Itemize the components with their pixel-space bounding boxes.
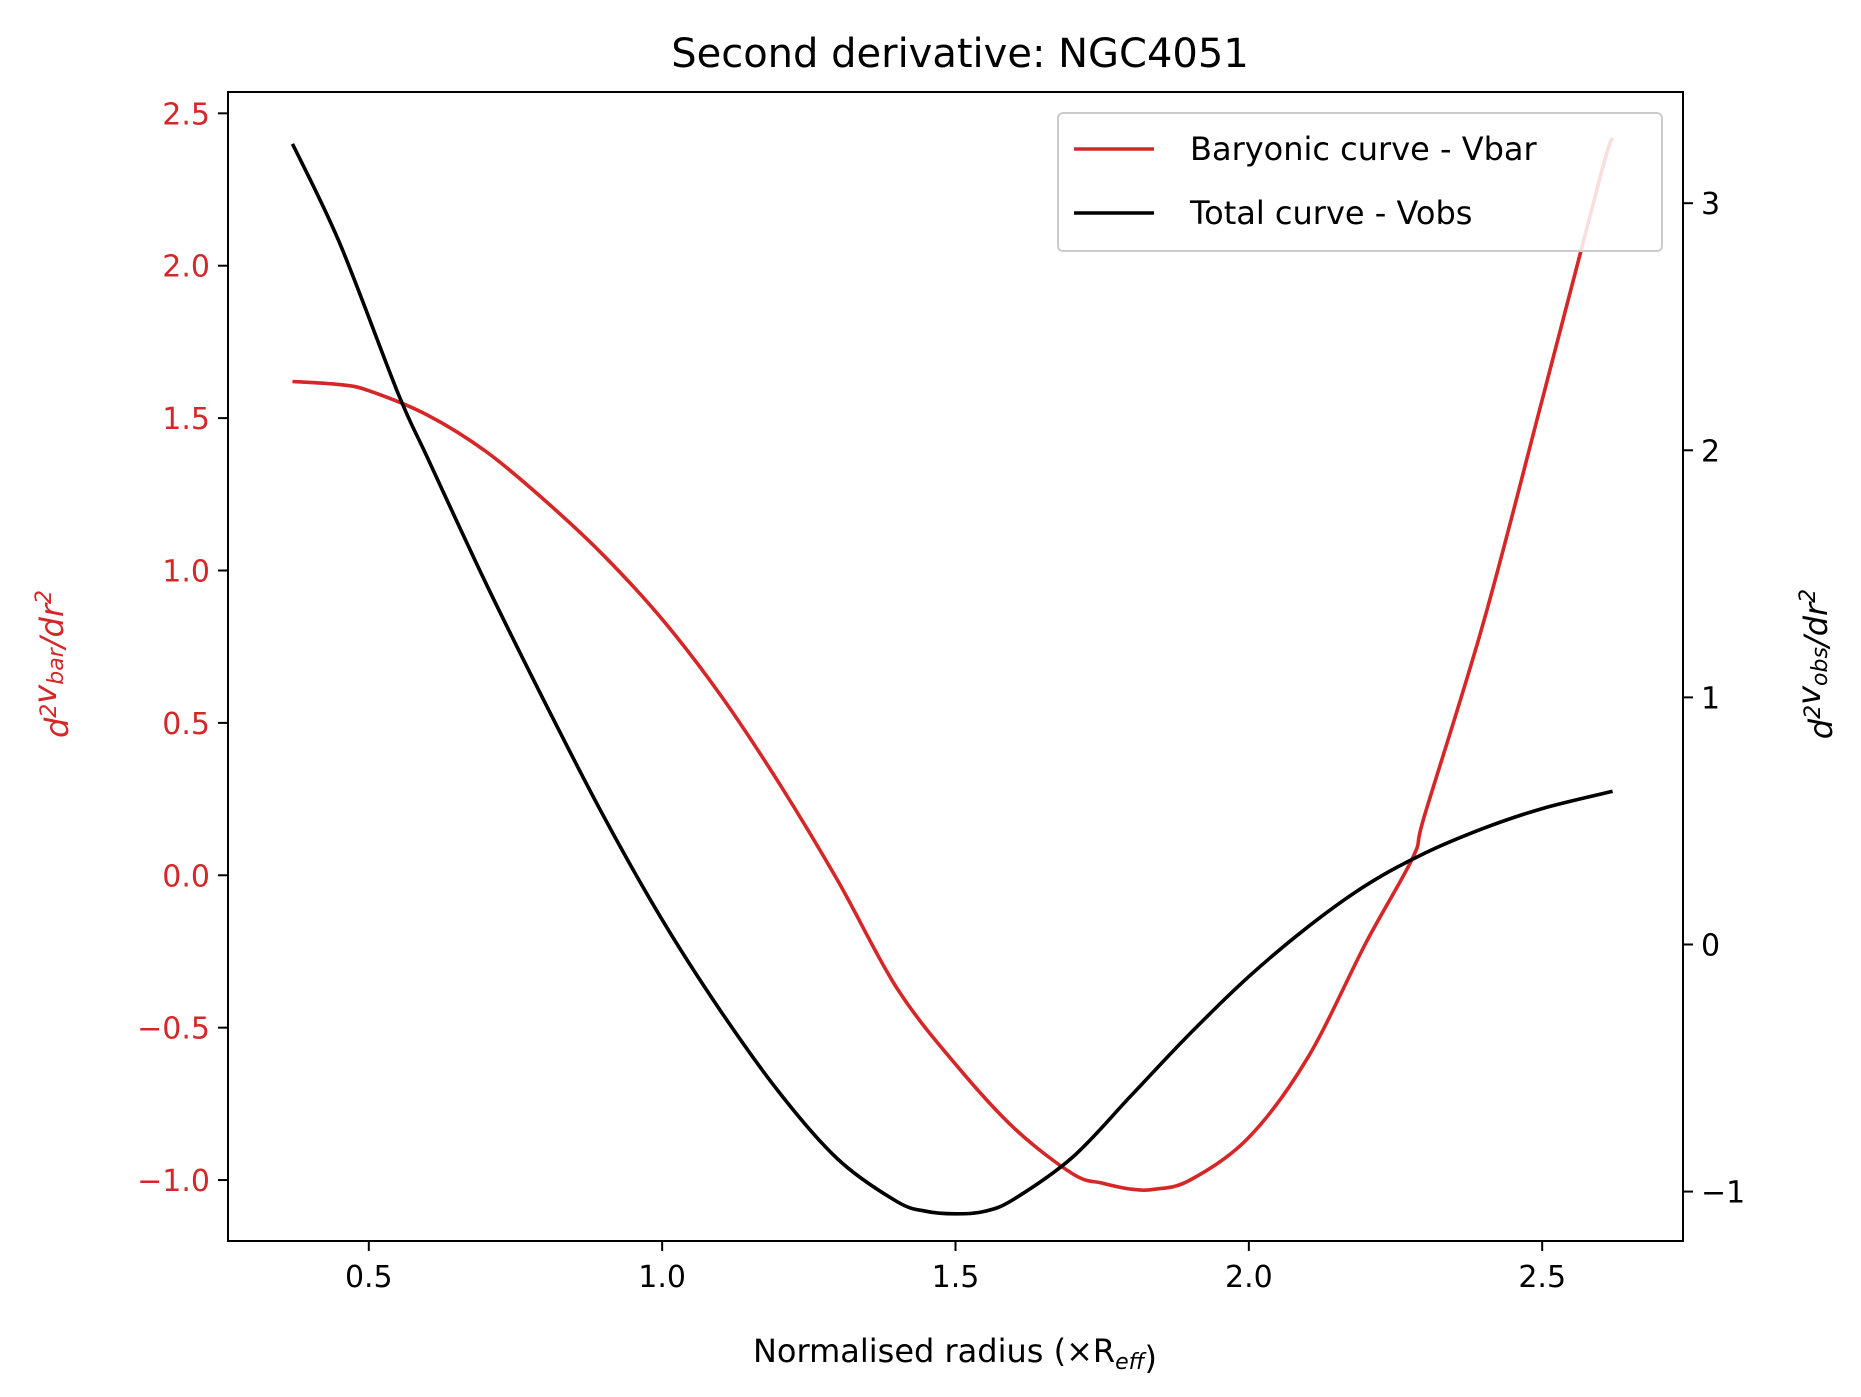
x-tick-label: 0.5: [345, 1260, 393, 1295]
y-right-tick-label: 1: [1701, 681, 1720, 716]
y-right-tick-label: 0: [1701, 928, 1720, 963]
y-axis-right-title: d2vobs/dr2: [1790, 589, 1840, 739]
y-axis-right: −1 0 1 2 3: [1683, 187, 1745, 1211]
series-line-vbar: [292, 137, 1615, 1192]
legend-box: [1057, 112, 1663, 252]
series-line-vobs: [290, 143, 1614, 1216]
x-axis-title: Normalised radius (×Reff): [753, 1332, 1157, 1377]
y-right-tick-label: 3: [1701, 187, 1720, 222]
y-left-tick-label: −0.5: [137, 1012, 210, 1047]
y-left-tick-label: 0.0: [162, 859, 210, 894]
legend: Baryonic curve - Vbar Total curve - Vobs: [1057, 112, 1663, 252]
x-tick-label: 1.0: [638, 1260, 686, 1295]
y-left-tick-label: 2.5: [162, 97, 210, 132]
legend-label: Total curve - Vobs: [1189, 194, 1472, 232]
x-tick-label: 2.0: [1225, 1260, 1273, 1295]
y-left-tick-label: −1.0: [137, 1164, 210, 1199]
y-left-tick-label: 0.5: [162, 707, 210, 742]
y-left-tick-label: 2.0: [162, 250, 210, 285]
x-tick-label: 2.5: [1518, 1260, 1566, 1295]
y-right-tick-label: −1: [1701, 1176, 1745, 1211]
legend-label: Baryonic curve - Vbar: [1190, 130, 1538, 168]
x-tick-label: 1.5: [932, 1260, 980, 1295]
y-axis-left-title: d2vbar/dr2: [26, 590, 76, 738]
y-right-tick-label: 2: [1701, 434, 1720, 469]
chart-title: Second derivative: NGC4051: [671, 31, 1249, 77]
plot-lines: [290, 137, 1615, 1216]
x-axis: 0.5 1.0 1.5 2.0 2.5: [345, 1241, 1566, 1295]
y-left-tick-label: 1.5: [162, 402, 210, 437]
y-left-tick-label: 1.0: [162, 554, 210, 589]
y-axis-left: −1.0 −0.5 0.0 0.5 1.0 1.5 2.0 2.5: [137, 97, 228, 1199]
